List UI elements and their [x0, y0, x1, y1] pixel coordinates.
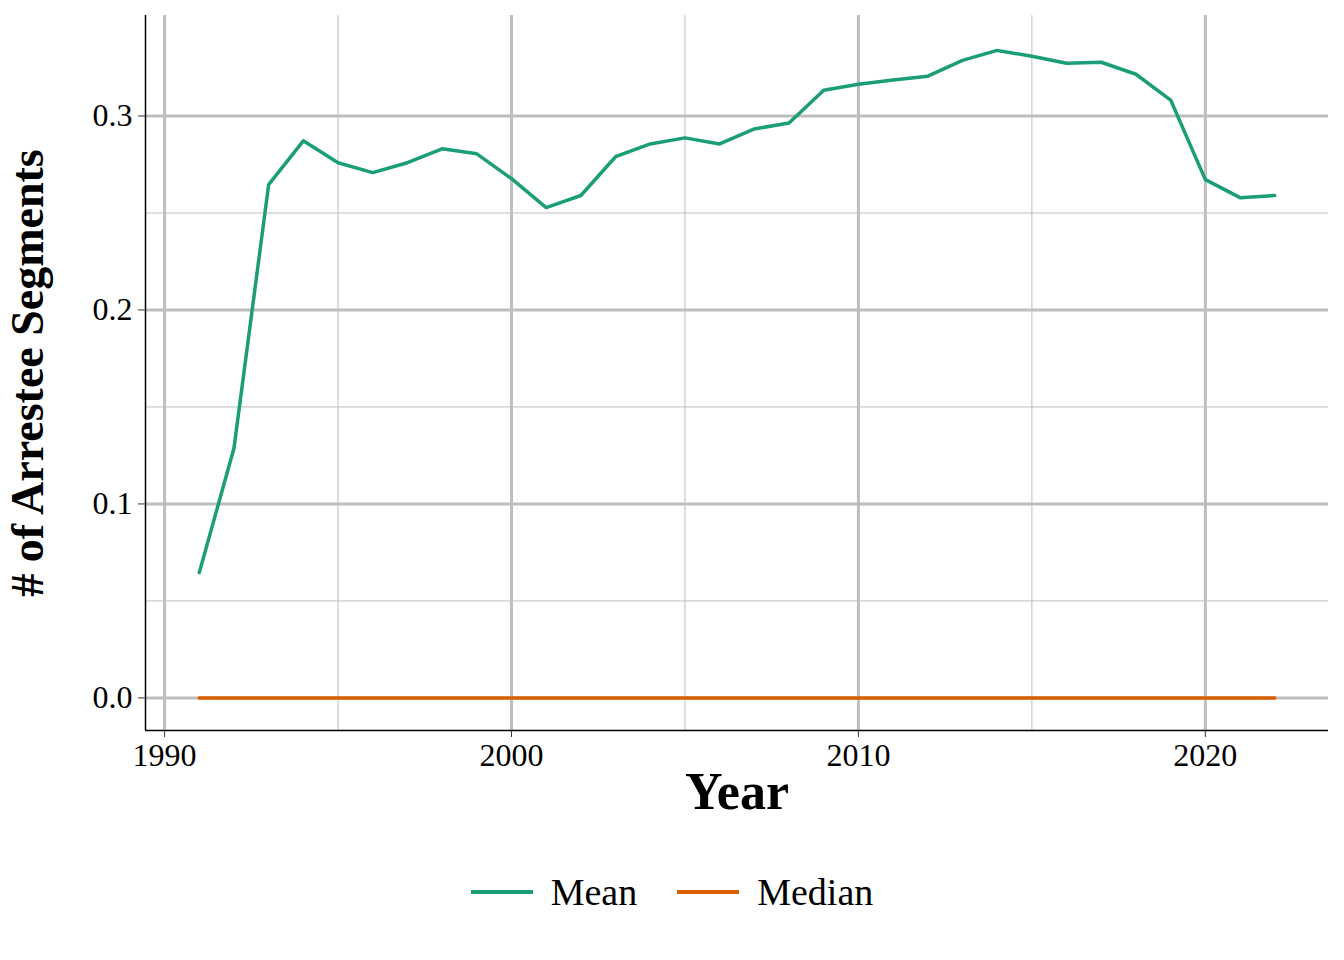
svg-text:2020: 2020	[1173, 737, 1237, 773]
html-text:Median: Median	[757, 871, 874, 913]
svg-text:1990: 1990	[133, 737, 197, 773]
svg-text:Year: Year	[685, 763, 789, 820]
svg-text:2000: 2000	[480, 737, 544, 773]
svg-text:0.1: 0.1	[93, 485, 133, 521]
svg-text:0.0: 0.0	[93, 679, 133, 715]
svg-text:# of Arrestee Segments: # of Arrestee Segments	[2, 149, 53, 597]
html-text:Mean: Mean	[550, 871, 638, 913]
svg-text:0.3: 0.3	[93, 97, 133, 133]
svg-text:0.2: 0.2	[93, 291, 133, 327]
svg-text:2010: 2010	[826, 737, 890, 773]
